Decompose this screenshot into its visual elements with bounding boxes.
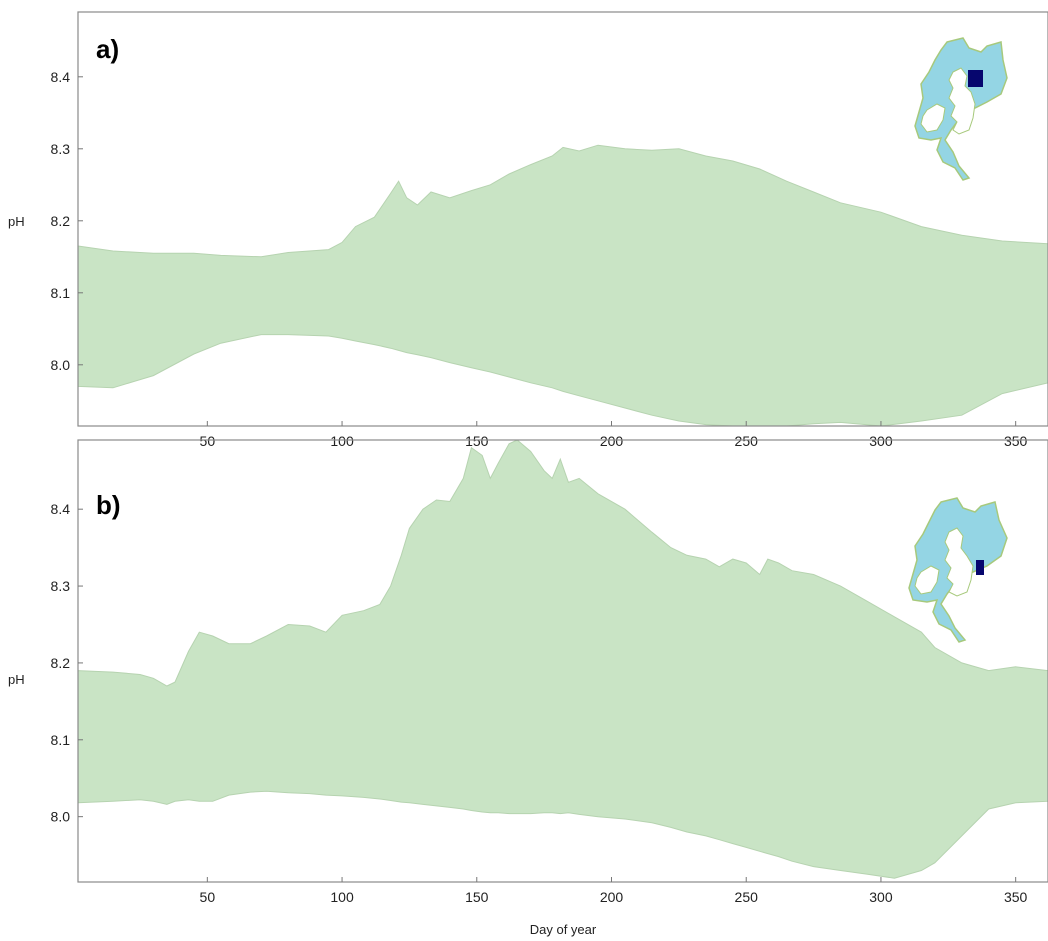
panel-b-label: b) xyxy=(96,490,121,520)
x-axis-label: Day of year xyxy=(530,922,597,937)
panel-a-plot-frame xyxy=(77,11,1048,427)
x-tick-label: 350 xyxy=(1004,433,1028,449)
x-tick-label: 250 xyxy=(735,889,759,905)
inset-map-study-area-marker xyxy=(976,560,984,575)
panel-a-x-axis: 50 100 150 200 250 300 350 xyxy=(200,421,1028,449)
panel-a-label: a) xyxy=(96,34,119,64)
x-tick-label: 200 xyxy=(600,889,624,905)
y-tick-label: 8.0 xyxy=(51,809,71,825)
inset-map-great-britain xyxy=(944,527,974,597)
x-tick-label: 50 xyxy=(200,433,216,449)
ph-range-area xyxy=(78,144,1048,426)
x-tick-label: 300 xyxy=(869,889,893,905)
y-tick-label: 8.0 xyxy=(51,357,71,373)
x-tick-label: 100 xyxy=(330,889,354,905)
x-tick-label: 100 xyxy=(330,433,354,449)
inset-map-study-area-marker xyxy=(968,70,983,87)
y-tick-label: 8.3 xyxy=(51,141,71,157)
inset-map-ireland xyxy=(920,103,946,133)
panel-a-band xyxy=(78,144,1048,426)
panel-a-y-axis: 8.0 8.1 8.2 8.3 8.4 xyxy=(51,69,83,373)
x-tick-label: 150 xyxy=(465,889,489,905)
y-tick-label: 8.4 xyxy=(51,69,71,85)
x-tick-label: 150 xyxy=(465,433,489,449)
panel-b-y-axis-label: pH xyxy=(8,672,25,687)
x-tick-label: 250 xyxy=(735,433,759,449)
x-tick-label: 50 xyxy=(200,889,216,905)
panel-b-inset-map xyxy=(908,497,1008,643)
y-tick-label: 8.3 xyxy=(51,578,71,594)
y-tick-label: 8.2 xyxy=(51,655,71,671)
y-tick-label: 8.1 xyxy=(51,285,71,301)
x-tick-label: 350 xyxy=(1004,889,1028,905)
inset-map-ireland xyxy=(914,565,940,595)
panel-a-y-axis-label: pH xyxy=(8,214,25,229)
inset-map-great-britain xyxy=(948,67,976,135)
y-tick-label: 8.4 xyxy=(51,501,71,517)
panel-b: 8.08.18.28.38.4 50 100 150 200 250 300 350 b) … xyxy=(8,439,1048,905)
panel-a: 8.08.18.28.38.4 50 100 150 200 250 300 350 a) … xyxy=(8,11,1048,449)
y-tick-label: 8.2 xyxy=(51,213,71,229)
panel-b-x-axis: 50 100 150 200 250 300 350 xyxy=(200,877,1028,905)
panel-b-y-axis: 8.0 8.1 8.2 8.3 8.4 xyxy=(51,501,83,825)
x-tick-label: 300 xyxy=(869,433,893,449)
panel-b-band xyxy=(78,440,1048,879)
y-tick-label: 8.1 xyxy=(51,732,71,748)
panel-b-plot-frame xyxy=(77,439,1048,883)
x-tick-label: 200 xyxy=(600,433,624,449)
panel-a-inset-map xyxy=(914,37,1008,181)
ph-range-area xyxy=(78,440,1048,879)
